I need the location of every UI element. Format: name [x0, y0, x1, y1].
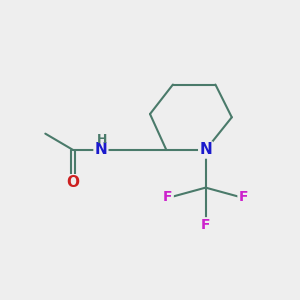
- Text: F: F: [201, 218, 210, 232]
- Text: N: N: [199, 142, 212, 158]
- Text: H: H: [98, 133, 108, 146]
- Text: F: F: [163, 190, 173, 204]
- Text: F: F: [238, 190, 248, 204]
- Text: N: N: [94, 142, 107, 158]
- Text: O: O: [67, 175, 80, 190]
